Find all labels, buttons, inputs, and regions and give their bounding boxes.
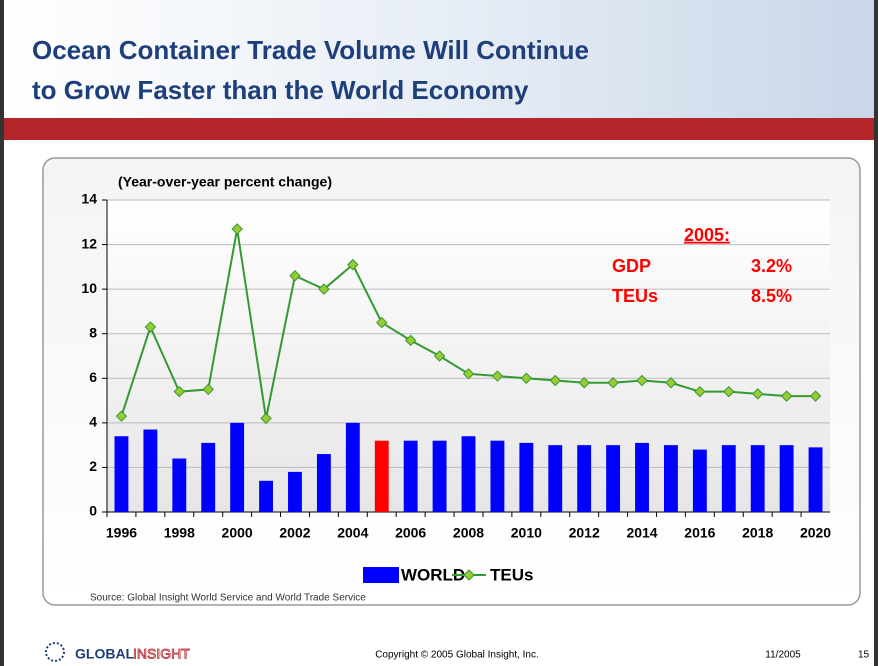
legend-swatch xyxy=(463,569,475,581)
bar xyxy=(779,445,794,512)
x-tick-label: 2020 xyxy=(800,525,831,541)
bar xyxy=(461,436,476,512)
bar xyxy=(432,440,447,512)
x-tick-label: 2000 xyxy=(222,525,253,541)
bar xyxy=(316,454,331,512)
chart: 0 2 4 6 8 10 12 14 1996 1998 2000 2002 2004 2006 2008 2… xyxy=(81,191,831,585)
title: to Grow Faster than the World Economy xyxy=(32,75,529,105)
legend-label: WORLD xyxy=(401,565,465,584)
page-number: 15 xyxy=(858,650,870,661)
bar xyxy=(635,442,649,512)
marker xyxy=(780,390,793,402)
bar xyxy=(114,436,129,512)
header-band xyxy=(0,118,878,140)
marker xyxy=(462,368,475,380)
title: Ocean Container Trade Volume Will Contin… xyxy=(32,35,589,65)
x-tick-label: 2012 xyxy=(569,525,600,541)
marker xyxy=(202,383,214,396)
marker xyxy=(636,374,648,387)
annotation: 2005: xyxy=(684,225,730,245)
logo: GLOBAL xyxy=(75,646,135,662)
bar xyxy=(606,445,621,512)
marker xyxy=(751,388,764,400)
marker xyxy=(694,385,706,398)
marker xyxy=(578,377,590,389)
annotation: 8.5% xyxy=(751,286,792,306)
copyright: Copyright © 2005 Global Insight, Inc. xyxy=(375,650,539,661)
marker xyxy=(520,372,533,384)
marker xyxy=(347,258,359,271)
y-tick-label: 0 xyxy=(89,503,97,519)
y-tick-label: 2 xyxy=(89,458,97,474)
marker xyxy=(173,385,186,398)
logo: INSIGHT xyxy=(133,646,190,662)
source: Source: Global Insight World Service and… xyxy=(90,593,366,604)
marker xyxy=(115,410,128,422)
legend-label: TEUs xyxy=(490,565,533,584)
annotation: TEUs xyxy=(612,286,658,306)
bar xyxy=(692,449,707,512)
x-tick-label: 2018 xyxy=(742,525,773,541)
bar xyxy=(808,447,823,512)
marker xyxy=(376,316,388,329)
right-border xyxy=(874,0,878,666)
bar xyxy=(663,445,678,512)
x-tick-label: 2002 xyxy=(279,525,310,541)
marker xyxy=(144,321,157,333)
marker xyxy=(549,374,561,387)
y-tick-label: 14 xyxy=(81,191,97,207)
y-tick-label: 8 xyxy=(89,324,97,340)
x-tick-label: 1998 xyxy=(164,525,195,541)
bar xyxy=(143,429,158,512)
y-tick-label: 4 xyxy=(89,414,97,430)
x-tick-label: 2016 xyxy=(684,525,715,541)
marker xyxy=(404,334,417,347)
axis-label: (Year-over-year percent change) xyxy=(118,174,332,190)
date: 11/2005 xyxy=(765,650,801,661)
legend-swatch xyxy=(363,567,399,583)
bar xyxy=(519,442,534,512)
marker xyxy=(318,283,330,295)
x-tick-label: 1996 xyxy=(106,525,137,541)
bar xyxy=(750,445,765,512)
marker xyxy=(231,223,243,235)
bar xyxy=(288,471,302,512)
bar xyxy=(172,458,187,512)
bar xyxy=(721,445,736,512)
header xyxy=(0,0,878,120)
bar xyxy=(548,445,563,512)
bar xyxy=(201,442,216,512)
y-tick-label: 10 xyxy=(81,280,97,296)
bar xyxy=(403,440,418,512)
marker xyxy=(809,390,822,402)
y-tick-label: 6 xyxy=(89,369,97,385)
bar xyxy=(230,422,245,512)
marker xyxy=(260,412,272,425)
marker xyxy=(723,385,735,398)
y-tick-label: 12 xyxy=(81,235,97,251)
x-tick-label: 2008 xyxy=(453,525,484,541)
marker xyxy=(491,370,504,382)
bar xyxy=(374,440,389,512)
x-tick-label: 2006 xyxy=(395,525,426,541)
left-border xyxy=(0,0,4,666)
marker xyxy=(289,270,301,282)
annotation: GDP xyxy=(612,256,651,276)
marker xyxy=(665,377,677,389)
bar xyxy=(490,440,505,512)
bar xyxy=(259,480,274,512)
logo-icon xyxy=(45,642,65,662)
x-tick-label: 2014 xyxy=(626,525,657,541)
x-tick-label: 2004 xyxy=(337,525,368,541)
bar xyxy=(345,422,360,512)
marker xyxy=(433,350,446,362)
marker xyxy=(607,377,619,389)
annotation: 3.2% xyxy=(751,256,792,276)
bar xyxy=(577,445,592,512)
x-tick-label: 2010 xyxy=(511,525,542,541)
